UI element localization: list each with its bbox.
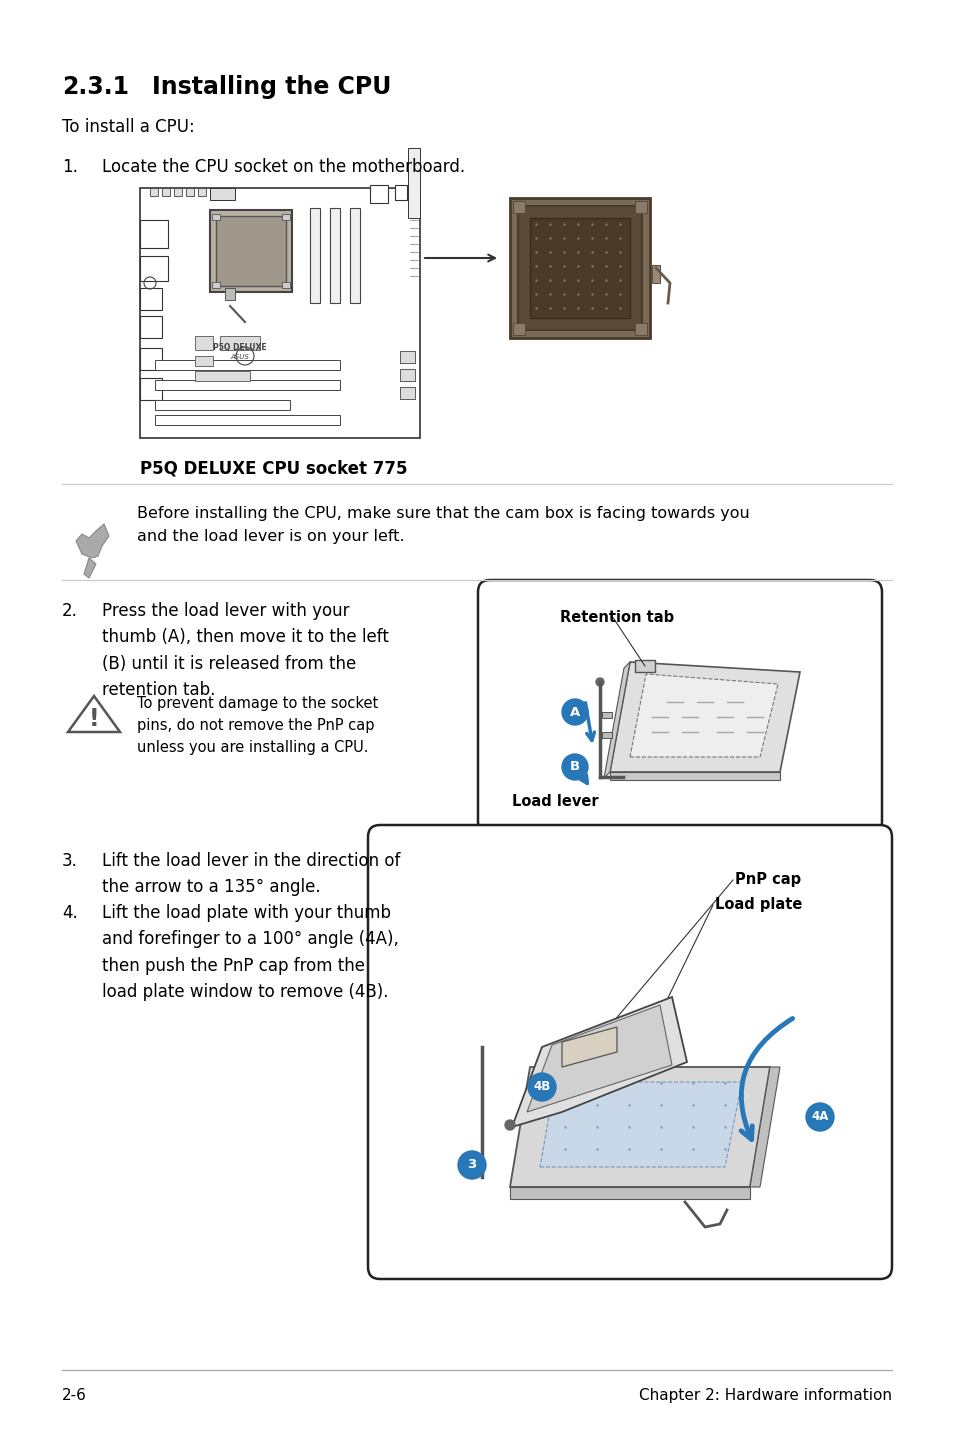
Text: Retention tab: Retention tab bbox=[559, 610, 674, 626]
Polygon shape bbox=[512, 997, 686, 1127]
Text: 3: 3 bbox=[467, 1159, 476, 1172]
Text: P5Q DELUXE: P5Q DELUXE bbox=[213, 344, 267, 352]
FancyBboxPatch shape bbox=[154, 360, 339, 370]
Polygon shape bbox=[749, 1067, 780, 1186]
FancyBboxPatch shape bbox=[140, 188, 419, 439]
FancyBboxPatch shape bbox=[310, 209, 319, 303]
FancyBboxPatch shape bbox=[154, 400, 290, 410]
Polygon shape bbox=[629, 674, 778, 756]
FancyBboxPatch shape bbox=[517, 206, 641, 329]
Circle shape bbox=[561, 699, 587, 725]
FancyBboxPatch shape bbox=[368, 825, 891, 1278]
Polygon shape bbox=[510, 1067, 769, 1186]
Text: PnP cap: PnP cap bbox=[734, 871, 801, 887]
FancyBboxPatch shape bbox=[154, 416, 339, 426]
Text: 4A: 4A bbox=[810, 1110, 828, 1123]
Polygon shape bbox=[609, 772, 780, 779]
Polygon shape bbox=[603, 661, 629, 778]
FancyBboxPatch shape bbox=[186, 188, 193, 196]
FancyBboxPatch shape bbox=[140, 378, 162, 400]
FancyBboxPatch shape bbox=[601, 712, 612, 718]
Circle shape bbox=[457, 1150, 485, 1179]
Text: 4B: 4B bbox=[533, 1080, 550, 1093]
FancyBboxPatch shape bbox=[225, 288, 234, 301]
FancyBboxPatch shape bbox=[399, 370, 415, 381]
Text: Installing the CPU: Installing the CPU bbox=[152, 75, 391, 99]
FancyBboxPatch shape bbox=[530, 219, 629, 318]
FancyBboxPatch shape bbox=[198, 188, 206, 196]
Text: 4.: 4. bbox=[62, 905, 77, 922]
Text: Lift the load lever in the direction of
the arrow to a 135° angle.: Lift the load lever in the direction of … bbox=[102, 851, 400, 896]
Text: !: ! bbox=[89, 707, 99, 731]
Text: 1.: 1. bbox=[62, 158, 78, 175]
FancyBboxPatch shape bbox=[350, 209, 359, 303]
FancyBboxPatch shape bbox=[140, 220, 168, 247]
Text: 3.: 3. bbox=[62, 851, 78, 870]
FancyBboxPatch shape bbox=[513, 201, 524, 213]
Polygon shape bbox=[76, 523, 109, 558]
Text: Lift the load plate with your thumb
and forefinger to a 100° angle (4A),
then pu: Lift the load plate with your thumb and … bbox=[102, 905, 398, 1001]
FancyBboxPatch shape bbox=[220, 336, 260, 349]
Text: Before installing the CPU, make sure that the cam box is facing towards you
and : Before installing the CPU, make sure tha… bbox=[137, 506, 749, 544]
FancyBboxPatch shape bbox=[635, 660, 655, 672]
Text: Locate the CPU socket on the motherboard.: Locate the CPU socket on the motherboard… bbox=[102, 158, 465, 175]
Text: Press the load lever with your
thumb (A), then move it to the left
(B) until it : Press the load lever with your thumb (A)… bbox=[102, 603, 389, 699]
Text: Load plate: Load plate bbox=[714, 897, 801, 912]
Circle shape bbox=[805, 1103, 833, 1132]
FancyBboxPatch shape bbox=[513, 324, 524, 335]
Text: To prevent damage to the socket
pins, do not remove the PnP cap
unless you are i: To prevent damage to the socket pins, do… bbox=[137, 696, 377, 755]
FancyBboxPatch shape bbox=[140, 316, 162, 338]
Circle shape bbox=[527, 1073, 556, 1102]
FancyBboxPatch shape bbox=[140, 288, 162, 311]
FancyBboxPatch shape bbox=[140, 256, 168, 280]
FancyBboxPatch shape bbox=[194, 336, 213, 349]
FancyBboxPatch shape bbox=[194, 371, 250, 381]
Text: A: A bbox=[569, 706, 579, 719]
FancyBboxPatch shape bbox=[210, 210, 292, 292]
FancyBboxPatch shape bbox=[194, 357, 213, 367]
FancyBboxPatch shape bbox=[370, 186, 388, 203]
FancyBboxPatch shape bbox=[210, 188, 234, 200]
Circle shape bbox=[504, 1120, 515, 1130]
Polygon shape bbox=[84, 558, 96, 578]
FancyBboxPatch shape bbox=[162, 188, 170, 196]
Text: Load lever: Load lever bbox=[512, 794, 598, 810]
FancyBboxPatch shape bbox=[635, 201, 646, 213]
Circle shape bbox=[596, 677, 603, 686]
FancyBboxPatch shape bbox=[215, 216, 286, 286]
Polygon shape bbox=[539, 1081, 741, 1168]
Polygon shape bbox=[526, 1005, 671, 1112]
FancyBboxPatch shape bbox=[399, 351, 415, 362]
Polygon shape bbox=[510, 1186, 749, 1199]
FancyBboxPatch shape bbox=[635, 324, 646, 335]
FancyBboxPatch shape bbox=[395, 186, 407, 200]
FancyBboxPatch shape bbox=[399, 387, 415, 398]
Text: 2.3.1: 2.3.1 bbox=[62, 75, 129, 99]
FancyBboxPatch shape bbox=[477, 580, 882, 834]
FancyBboxPatch shape bbox=[510, 198, 649, 338]
FancyBboxPatch shape bbox=[154, 380, 339, 390]
Text: P5Q DELUXE CPU socket 775: P5Q DELUXE CPU socket 775 bbox=[140, 460, 407, 477]
FancyBboxPatch shape bbox=[282, 282, 290, 288]
Text: ASUS: ASUS bbox=[231, 354, 249, 360]
FancyBboxPatch shape bbox=[150, 188, 158, 196]
FancyBboxPatch shape bbox=[282, 214, 290, 220]
FancyBboxPatch shape bbox=[651, 265, 659, 283]
FancyBboxPatch shape bbox=[601, 732, 612, 738]
Text: 2.: 2. bbox=[62, 603, 78, 620]
FancyBboxPatch shape bbox=[408, 148, 419, 219]
Text: B: B bbox=[569, 761, 579, 774]
Polygon shape bbox=[561, 1027, 617, 1067]
FancyBboxPatch shape bbox=[212, 282, 220, 288]
Text: 2-6: 2-6 bbox=[62, 1388, 87, 1403]
Circle shape bbox=[561, 754, 587, 779]
FancyBboxPatch shape bbox=[173, 188, 182, 196]
Text: Chapter 2: Hardware information: Chapter 2: Hardware information bbox=[639, 1388, 891, 1403]
FancyBboxPatch shape bbox=[330, 209, 339, 303]
Text: To install a CPU:: To install a CPU: bbox=[62, 118, 194, 137]
FancyBboxPatch shape bbox=[212, 214, 220, 220]
FancyArrowPatch shape bbox=[740, 1018, 792, 1139]
Polygon shape bbox=[609, 661, 800, 772]
FancyBboxPatch shape bbox=[140, 348, 162, 370]
